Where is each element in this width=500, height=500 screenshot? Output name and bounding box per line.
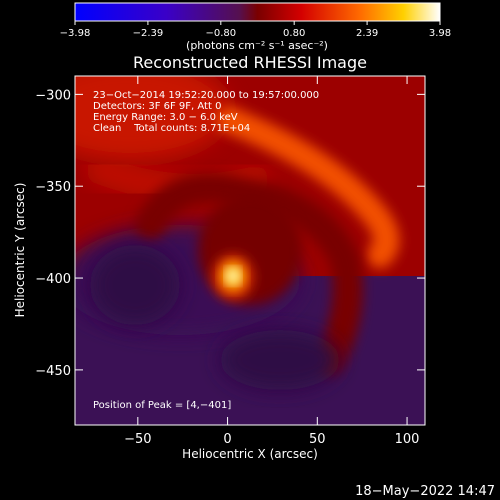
- colorbar-tick-label: 3.98: [429, 28, 451, 39]
- timestamp: 18−May−2022 14:47: [355, 484, 495, 499]
- x-axis: −50 0 50 100: [124, 76, 419, 447]
- y-tick-label: −350: [35, 180, 71, 195]
- annotation-line: Clean Total counts: 8.71E+04: [93, 123, 250, 134]
- colorbar-tick-label: 0.80: [283, 28, 305, 39]
- x-tick-label: 100: [395, 432, 420, 447]
- observation-info: 23−Oct−2014 19:52:20.000 to 19:57:00.000…: [93, 90, 319, 134]
- plot-frame: [74, 75, 426, 426]
- y-axis-label: Heliocentric Y (arcsec): [13, 183, 27, 318]
- y-tick-label: −400: [35, 272, 71, 287]
- x-tick-label: 0: [223, 432, 231, 447]
- peak-position-label: Position of Peak = [4,−401]: [93, 400, 231, 411]
- annotation-line: Energy Range: 3.0 − 6.0 keV: [93, 112, 238, 123]
- y-tick-label: −300: [35, 88, 71, 103]
- colorbar: −3.98 −2.39 −0.80 0.80 2.39 3.98 (photons cm⁻…: [60, 2, 451, 52]
- colorbar-tick-label: −0.80: [205, 28, 236, 39]
- annotation-line: Detectors: 3F 6F 9F, Att 0: [93, 101, 221, 112]
- y-tick-label: −450: [35, 364, 71, 379]
- chart-title: Reconstructed RHESSI Image: [133, 53, 367, 72]
- annotation-line: 23−Oct−2014 19:52:20.000 to 19:57:00.000: [93, 90, 319, 101]
- colorbar-gradient: [74, 2, 441, 22]
- heatmap-image: [75, 76, 425, 425]
- x-tick-label: 50: [309, 432, 326, 447]
- x-tick-label: −50: [124, 432, 151, 447]
- x-axis-label: Heliocentric X (arcsec): [182, 447, 318, 461]
- colorbar-tick-label: 2.39: [356, 28, 378, 39]
- colorbar-unit-label: (photons cm⁻² s⁻¹ asec⁻²): [186, 39, 328, 52]
- colorbar-tick-label: −2.39: [133, 28, 164, 39]
- colorbar-tick-label: −3.98: [60, 28, 91, 39]
- colorbar-ticks: −3.98 −2.39 −0.80 0.80 2.39 3.98: [60, 21, 451, 39]
- y-axis: −300 −350 −400 −450: [35, 88, 425, 379]
